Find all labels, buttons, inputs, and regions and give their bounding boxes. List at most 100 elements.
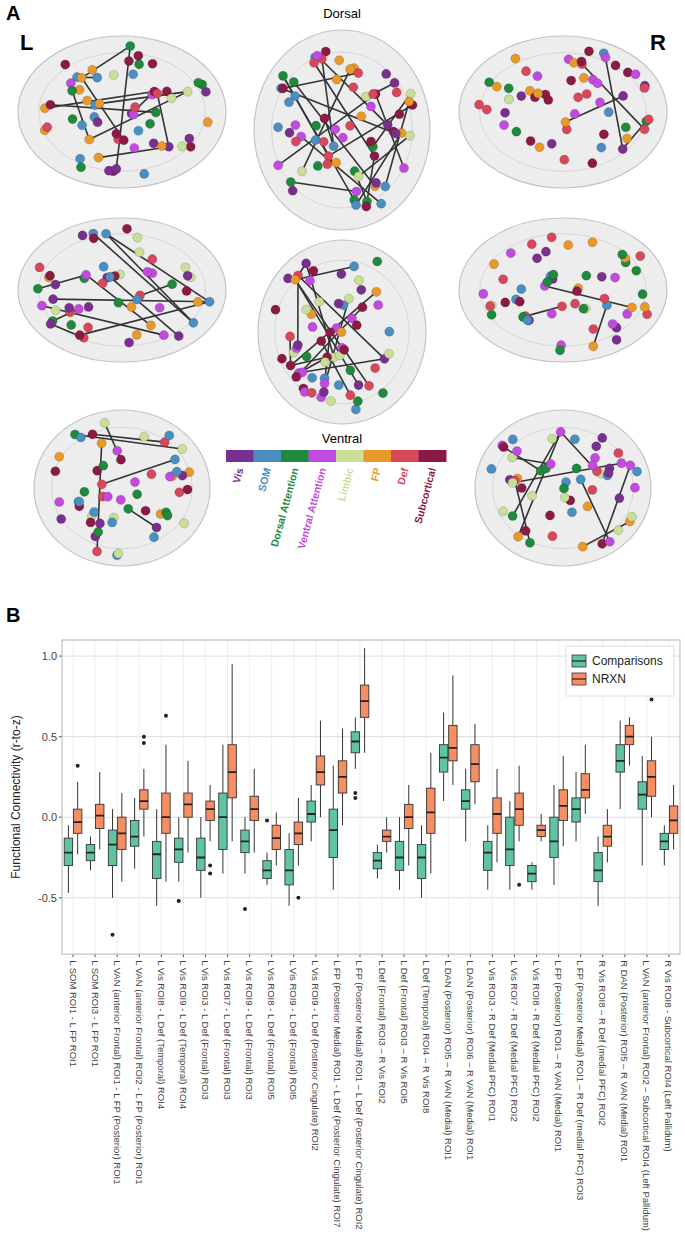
roi-node [95,99,104,108]
whisker-low [509,866,510,890]
roi-node [385,327,394,336]
roi-node [285,332,294,341]
roi-node [533,72,542,81]
roi-node [506,248,515,257]
brain-view [254,30,430,230]
roi-node [547,309,556,318]
connection [93,234,193,323]
roi-node [284,98,293,107]
whisker-low [519,825,520,841]
box [484,841,492,870]
roi-node [145,119,154,128]
roi-node [317,336,326,345]
roi-node [75,331,84,340]
x-tick-label: L Vis ROI9 - L Def (Frontal) ROI5 [288,960,299,1100]
median [108,844,116,846]
x-tick-label: L VAN (anterior Frontal) ROI2 – Subcorti… [641,960,652,1231]
roi-node [572,464,581,473]
x-grid [293,640,294,954]
whisker-low [399,870,400,889]
whisker-low [421,878,422,897]
roi-node [103,492,112,501]
roi-node [163,511,172,520]
y-tick-label: -0.5 [38,892,57,904]
roi-node [114,549,123,558]
whisker-high [408,785,409,804]
whisker-high [474,724,475,745]
whisker-low [267,878,268,884]
connection [295,266,354,279]
whisker-high [651,737,652,761]
roi-node [532,254,541,263]
roi-node [135,248,144,257]
hemisphere-label: R [650,30,666,55]
roi-node [631,70,640,79]
roi-node [183,271,192,280]
box [461,790,469,809]
roi-node [335,56,344,65]
roi-node [88,430,97,439]
box-group [241,817,249,911]
whisker-low [210,820,211,841]
whisker-high [531,862,532,865]
roi-node [108,518,117,527]
median [86,852,94,854]
brain-outline [480,53,646,172]
outlier [76,764,80,768]
roi-node [130,143,139,152]
roi-node [89,507,98,516]
box-group [140,735,148,837]
y-tick-label: 1.0 [42,650,57,662]
roi-node [621,123,630,132]
box-group [294,798,302,900]
roi-node [627,303,636,312]
network-label: Limbic [335,466,355,502]
roi-node [289,77,298,86]
roi-node [617,459,626,468]
roi-node [78,231,87,240]
roi-node [203,118,212,127]
roi-node [291,137,300,146]
connection [110,277,179,336]
outlier [208,872,212,876]
roi-node [504,95,513,104]
roi-node [543,277,552,286]
roi-node [501,298,510,307]
roi-node [140,432,149,441]
box [197,838,205,870]
roi-node [548,434,557,443]
whisker-low [200,870,201,897]
roi-node [61,60,70,69]
box-group [395,817,403,889]
roi-node [152,523,161,532]
box [439,745,447,772]
roi-node [193,297,202,306]
brain-view [475,410,651,566]
box-group [537,814,545,841]
roi-node [354,68,363,77]
whisker-low [497,833,498,862]
roi-node [564,240,573,249]
x-tick-label: L SOM ROI3 - L FP ROI1 [90,960,101,1067]
roi-node [372,178,381,187]
roi-node [185,134,194,143]
median [515,808,523,810]
median [493,813,501,815]
brain-outline [39,234,205,346]
roi-node [574,93,583,102]
roi-node [604,108,613,117]
whisker-high [165,745,166,793]
median [307,813,315,815]
network-swatch [254,450,282,462]
box [152,841,160,878]
whisker-high [585,745,586,774]
box-group [272,812,280,865]
outlier [353,791,357,795]
roi-node [588,485,597,494]
roi-node [308,373,317,382]
roi-node [297,167,306,176]
roi-node [489,260,498,269]
box [559,790,567,821]
connection [602,465,630,544]
legend-swatch [572,655,586,667]
